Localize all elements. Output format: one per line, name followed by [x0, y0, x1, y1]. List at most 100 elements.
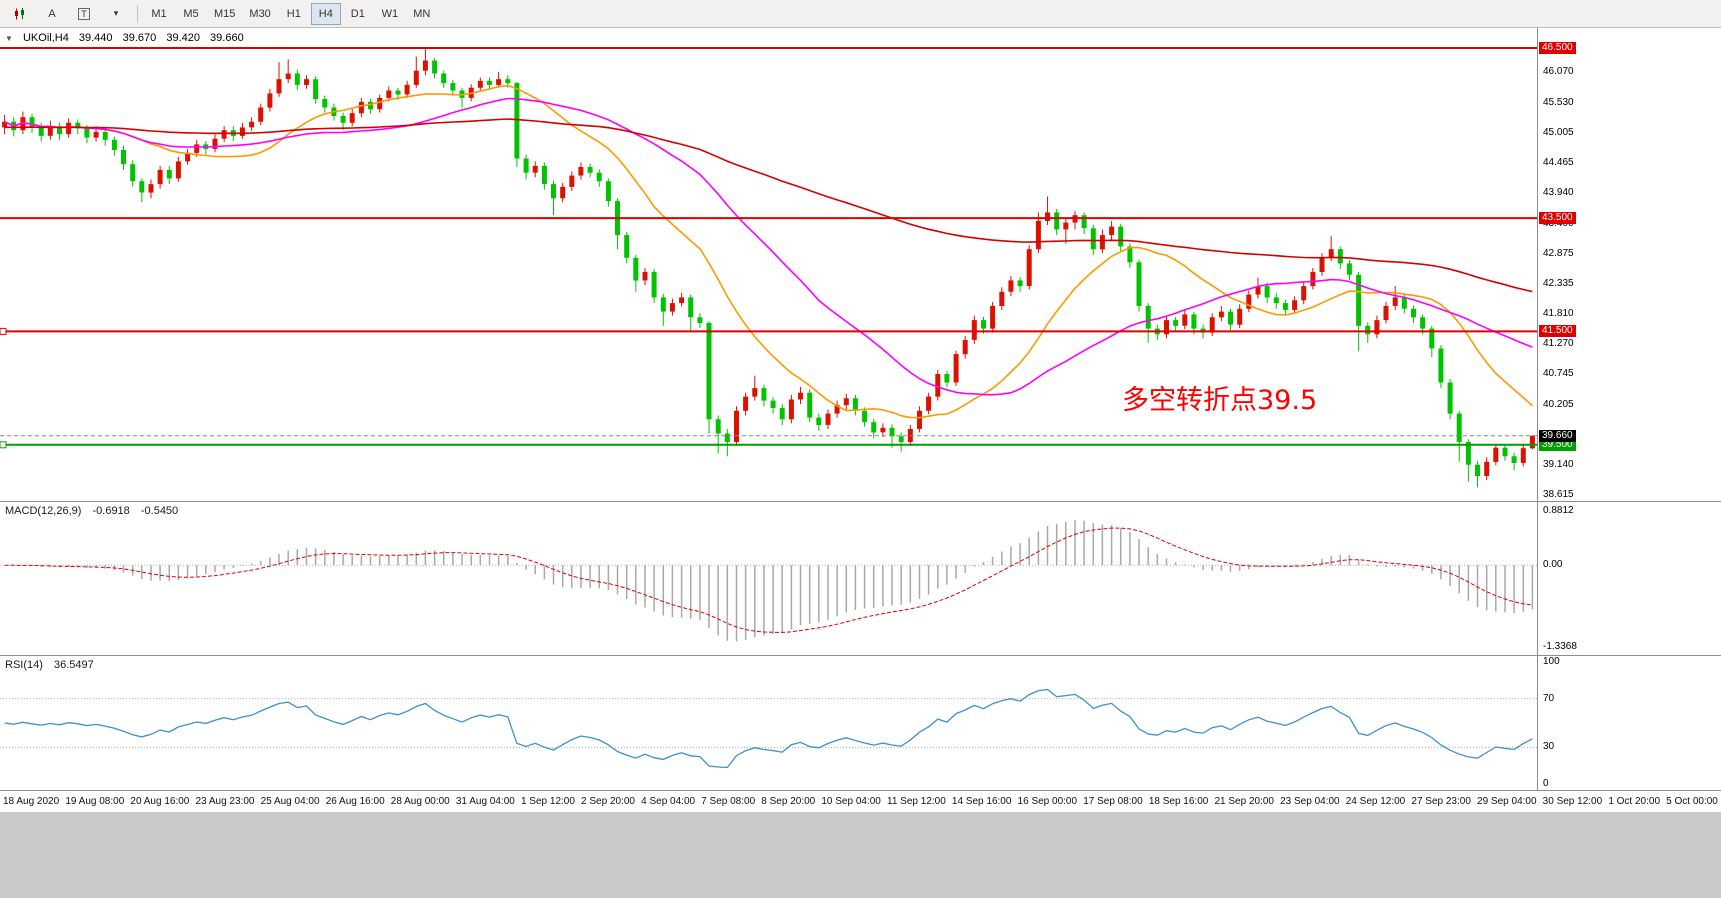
symbol-period-label: UKOil,H4 — [22, 32, 69, 44]
price-axis-label: 40.745 — [1543, 368, 1574, 380]
price-axis-label: 42.875 — [1543, 247, 1574, 259]
macd-signal-value: -0.5450 — [140, 505, 179, 517]
time-axis-label: 23 Aug 23:00 — [195, 796, 255, 807]
time-axis-label: 31 Aug 04:00 — [455, 796, 515, 807]
time-axis-label: 18 Aug 2020 — [3, 796, 60, 807]
ma-line-ma_fast — [4, 84, 1533, 419]
macd-panel: MACD(12,26,9) -0.6918 -0.5450 — [0, 502, 1537, 655]
time-axis-label: 17 Sep 08:00 — [1083, 796, 1143, 807]
window-footer — [0, 812, 1721, 898]
timeframe-button-h4[interactable]: H4 — [310, 2, 341, 25]
rsi-axis-label: 0 — [1543, 778, 1549, 789]
price-tag-41.500: 41.500 — [1539, 325, 1576, 338]
rsi-axis-label: 70 — [1543, 692, 1555, 704]
quote-open: 39.440 — [78, 32, 113, 44]
price-axis-label: 40.205 — [1543, 398, 1574, 410]
time-axis-label: 18 Sep 16:00 — [1148, 796, 1209, 807]
candlestick-chart-canvas[interactable] — [0, 28, 1537, 501]
time-axis-label: 1 Oct 20:00 — [1608, 796, 1661, 807]
rsi-panel: RSI(14) 36.5497 — [0, 656, 1537, 790]
time-axis-label: 19 Aug 08:00 — [65, 796, 125, 807]
timeframe-button-group: M1 M5 M15 M30 H1 H4 D1 W1 MN — [143, 2, 438, 25]
price-axis-label: 41.810 — [1543, 307, 1574, 319]
price-axis-label: 38.615 — [1543, 489, 1574, 500]
time-axis-label: 4 Sep 04:00 — [641, 796, 696, 807]
time-axis-label: 7 Sep 08:00 — [701, 796, 756, 807]
text-box-tool-button[interactable]: T — [69, 3, 99, 25]
price-tag-46.500: 46.500 — [1539, 42, 1576, 54]
toolbar-separator — [137, 4, 138, 23]
macd-title: MACD(12,26,9) — [5, 505, 82, 517]
time-axis-label: 16 Sep 00:00 — [1017, 796, 1078, 807]
rsi-label: RSI(14) 36.5497 — [5, 659, 102, 671]
panel-separator — [0, 790, 1721, 791]
price-axis[interactable]: 46.07045.53045.00544.46543.94043.40042.8… — [1537, 28, 1721, 791]
rsi-value: 36.5497 — [53, 659, 94, 671]
timeframe-button-h1[interactable]: H1 — [286, 7, 301, 20]
toolbar: A T ▾ M1 M5 M15 M30 H1 H4 D1 W1 MN — [0, 0, 1721, 28]
time-axis-label: 14 Sep 16:00 — [951, 796, 1012, 807]
tool-button-group: A T ▾ — [4, 3, 132, 25]
price-axis-label: 42.335 — [1543, 278, 1574, 290]
macd-label: MACD(12,26,9) -0.6918 -0.5450 — [5, 505, 186, 517]
time-axis-label: 28 Aug 00:00 — [390, 796, 450, 807]
quote-header: ▼ UKOil,H4 39.440 39.670 39.420 39.660 — [5, 32, 251, 44]
timeframe-button-m30[interactable]: M30 — [249, 7, 271, 20]
macd-axis-label: -1.3368 — [1543, 641, 1577, 653]
time-axis-label: 27 Sep 23:00 — [1411, 796, 1471, 807]
time-axis-label: 30 Sep 12:00 — [1542, 796, 1603, 807]
macd-main-value: -0.6918 — [92, 505, 130, 517]
macd-axis-label: 0.8812 — [1543, 505, 1574, 517]
time-axis-label: 10 Sep 04:00 — [821, 796, 881, 807]
ma-line-ma_slow — [4, 118, 1533, 293]
time-axis-label: 21 Sep 20:00 — [1214, 796, 1274, 807]
time-axis-label: 23 Sep 04:00 — [1280, 796, 1340, 807]
price-axis-label: 43.940 — [1543, 187, 1574, 199]
rsi-axis-label: 100 — [1543, 656, 1560, 667]
time-axis-label: 26 Aug 16:00 — [325, 796, 385, 807]
quote-low: 39.420 — [166, 32, 200, 44]
price-tag-39.660: 39.660 — [1539, 429, 1576, 442]
time-axis-label: 11 Sep 12:00 — [887, 796, 946, 807]
price-axis-label: 45.005 — [1543, 126, 1574, 138]
time-axis-label: 2 Sep 20:00 — [581, 796, 635, 807]
rsi-axis-label: 30 — [1543, 741, 1555, 753]
ma-line-ma_mid — [4, 97, 1533, 396]
price-tag-43.500: 43.500 — [1539, 212, 1576, 225]
collapse-icon[interactable]: ▼ — [5, 34, 13, 43]
macd-signal-line — [4, 527, 1533, 633]
timeframe-button-m5[interactable]: M5 — [183, 7, 199, 20]
price-axis-label: 39.140 — [1543, 459, 1574, 471]
quote-close: 39.660 — [210, 32, 244, 44]
panel-separator[interactable] — [0, 501, 1721, 502]
price-axis-label: 45.530 — [1543, 96, 1574, 108]
panel-separator[interactable] — [0, 655, 1721, 656]
timeframe-button-m15[interactable]: M15 — [214, 7, 236, 20]
rsi-chart-canvas[interactable] — [0, 656, 1537, 790]
time-axis-label: 24 Sep 12:00 — [1345, 796, 1406, 807]
price-axis-label: 44.465 — [1543, 157, 1574, 169]
timeframe-button-d1[interactable]: D1 — [350, 7, 365, 20]
timeframe-button-m1[interactable]: M1 — [151, 7, 167, 20]
timeframe-button-w1[interactable]: W1 — [381, 7, 399, 20]
hline-anchor — [0, 441, 7, 449]
time-axis-label: 25 Aug 04:00 — [260, 796, 320, 807]
text-label-tool-button[interactable]: A — [48, 7, 56, 20]
time-axis-label: 1 Sep 12:00 — [520, 796, 575, 807]
drawing-tools-dropdown-button[interactable]: ▾ — [113, 8, 119, 18]
hline-anchor — [0, 327, 7, 335]
time-axis[interactable]: 18 Aug 2020 19 Aug 08:00 20 Aug 16:00 23 Au… — [0, 791, 1721, 812]
rsi-line — [4, 688, 1533, 769]
price-axis-label: 41.270 — [1543, 338, 1574, 350]
timeframe-button-mn[interactable]: MN — [413, 7, 431, 20]
time-axis-label: 5 Oct 00:00 — [1666, 796, 1718, 807]
price-chart-panel: ▼ UKOil,H4 39.440 39.670 39.420 39.660 多… — [0, 28, 1537, 501]
time-axis-label: 8 Sep 20:00 — [761, 796, 816, 807]
price-tag-39.500: 39.500 — [1539, 438, 1576, 451]
macd-chart-canvas[interactable] — [0, 502, 1537, 655]
new-chart-button[interactable] — [5, 3, 35, 25]
macd-axis-label: 0.00 — [1543, 559, 1563, 571]
time-axis-label: 29 Sep 04:00 — [1477, 796, 1537, 807]
price-axis-label: 46.070 — [1543, 66, 1574, 78]
